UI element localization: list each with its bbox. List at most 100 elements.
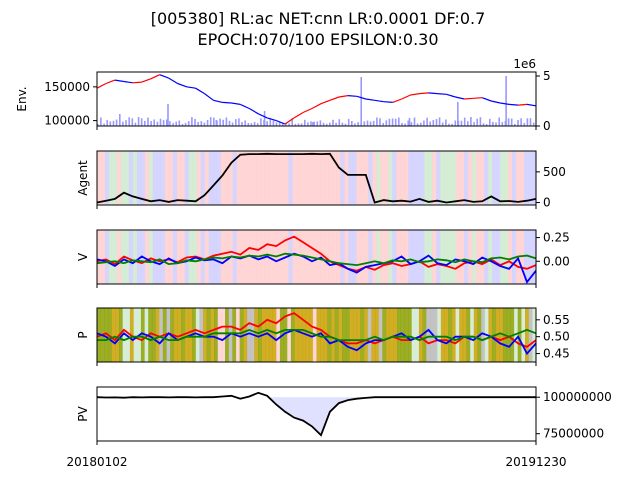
action-shade <box>468 151 473 205</box>
volume-bar <box>253 121 256 126</box>
volume-bar <box>156 121 159 126</box>
action-shade <box>97 230 102 284</box>
action-shade <box>349 308 354 362</box>
action-shade <box>280 230 285 284</box>
x-end-label: 20191230 <box>505 455 566 469</box>
action-shade <box>252 151 258 205</box>
action-shade <box>440 230 445 284</box>
action-shade <box>204 151 210 205</box>
action-shade <box>408 230 413 284</box>
volume-bar <box>441 122 444 126</box>
action-shade <box>200 151 206 205</box>
action-shade <box>420 230 425 284</box>
action-shade <box>128 151 134 205</box>
volume-bar <box>247 123 250 126</box>
action-shade <box>160 230 166 284</box>
action-shade <box>128 230 134 284</box>
volume-bar <box>109 121 112 126</box>
volume-bar <box>209 117 212 126</box>
price-segment <box>150 74 160 80</box>
volume-spike <box>167 104 169 126</box>
action-shade <box>100 230 106 284</box>
axes-frame <box>96 307 537 363</box>
volume-bar <box>498 117 500 126</box>
action-shade <box>120 151 126 205</box>
action-shade <box>268 308 273 362</box>
volume-bar <box>266 121 268 126</box>
volume-bar <box>489 118 491 126</box>
action-shade <box>400 151 405 205</box>
action-shade <box>301 308 306 362</box>
volume-bar <box>485 124 488 126</box>
action-shade <box>389 308 394 362</box>
action-shade <box>499 308 504 362</box>
volume-bar <box>463 117 466 126</box>
price-segment <box>177 82 187 88</box>
price-segment <box>455 96 465 100</box>
volume-bar <box>103 123 105 126</box>
volume-bar <box>159 118 162 126</box>
action-shade <box>508 151 513 205</box>
action-shade <box>392 230 397 284</box>
action-shade <box>324 230 329 284</box>
action-shade <box>328 151 333 205</box>
volume-bar <box>112 120 115 126</box>
action-shade <box>460 151 465 205</box>
action-shade <box>292 230 297 284</box>
volume-bar <box>341 122 344 126</box>
volume-bar <box>310 121 312 126</box>
action-shade <box>126 308 131 362</box>
y-tick-label: 0.50 <box>543 330 570 344</box>
action-shade <box>382 308 387 362</box>
action-shade <box>388 151 393 205</box>
volume-bar <box>178 120 181 126</box>
volume-bar <box>423 120 425 126</box>
volume-bar <box>526 118 529 126</box>
action-shade <box>312 230 317 284</box>
price-segment <box>186 86 196 89</box>
price-segment <box>114 79 124 83</box>
action-shade <box>392 151 397 205</box>
volume-bar <box>385 120 388 126</box>
action-shade <box>228 151 234 205</box>
action-shade <box>122 308 127 362</box>
action-shade <box>448 230 453 284</box>
action-shade <box>504 151 509 205</box>
volume-bar <box>357 122 359 126</box>
action-shade <box>212 151 218 205</box>
action-shade <box>500 151 505 205</box>
figure-title-line1: [005380] RL:ac NET:cnn LR:0.0001 DF:0.7 <box>151 9 486 28</box>
action-shade <box>327 308 332 362</box>
y-tick-label: 0.00 <box>543 254 570 268</box>
action-shade <box>336 230 341 284</box>
price-segment <box>195 87 205 95</box>
volume-bar <box>166 119 168 126</box>
volume-bar <box>369 121 372 126</box>
action-shade <box>468 230 473 284</box>
action-shade <box>384 151 389 205</box>
action-shade <box>276 151 281 205</box>
volume-spike <box>119 114 121 126</box>
volume-bar <box>398 117 400 126</box>
action-shade <box>521 308 526 362</box>
action-shade <box>520 151 525 205</box>
volume-bar <box>187 121 190 126</box>
price-segment <box>491 100 501 104</box>
y-tick-label: 0.55 <box>543 313 570 327</box>
action-shade <box>160 151 166 205</box>
action-shade <box>496 151 501 205</box>
action-shade <box>378 308 383 362</box>
action-shade <box>448 151 453 205</box>
action-shade <box>148 230 154 284</box>
price-segment <box>159 74 169 79</box>
axes-frame <box>96 150 537 206</box>
volume-bar <box>507 118 510 126</box>
volume-bar <box>451 123 453 126</box>
action-shade <box>372 151 377 205</box>
volume-bar <box>335 122 337 126</box>
price-segment <box>329 96 340 101</box>
action-shade <box>436 151 441 205</box>
y-axis-label: P <box>76 331 90 338</box>
volume-bar <box>401 123 403 126</box>
action-shade <box>512 151 517 205</box>
